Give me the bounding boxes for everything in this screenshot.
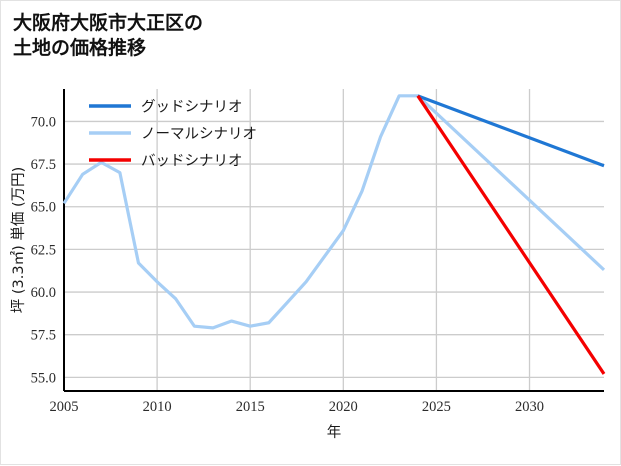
legend-label: ノーマルシナリオ: [141, 127, 257, 143]
series-line: [62, 94, 606, 330]
legend-label: グッドシナリオ: [141, 99, 243, 116]
series-line: [416, 94, 606, 375]
y-tick-label: 57.5: [31, 328, 56, 344]
legend-label: バッドシナリオ: [141, 154, 243, 170]
x-tick-label: 2020: [329, 399, 358, 415]
y-tick-label: 60.0: [31, 285, 56, 301]
y-axis-title: 坪 (3.3㎡) 単価 (万円): [10, 167, 27, 314]
series-line: [417, 94, 605, 168]
x-tick-label: 2030: [515, 399, 544, 415]
x-tick-labels: 2005 2010 2015 2020 2025 2030: [50, 399, 545, 415]
horizontal-gridlines: [64, 120, 604, 379]
x-tick-label: 2015: [236, 399, 265, 415]
x-axis-title: 年: [327, 424, 342, 441]
y-tick-label: 65.0: [31, 200, 56, 216]
y-tick-label: 62.5: [31, 242, 56, 258]
y-tick-labels: 55.0 57.5 60.0 62.5 65.0 67.5 70.0: [31, 114, 56, 386]
y-tick-label: 55.0: [31, 370, 56, 386]
x-tick-label: 2025: [422, 399, 451, 415]
data-series-group: [62, 94, 606, 375]
x-tick-label: 2010: [143, 399, 172, 415]
page-title: 大阪府大阪市大正区の 土地の価格推移: [13, 13, 204, 59]
x-tick-label: 2005: [50, 399, 79, 415]
y-tick-label: 67.5: [31, 157, 56, 173]
y-tick-label: 70.0: [31, 114, 56, 130]
